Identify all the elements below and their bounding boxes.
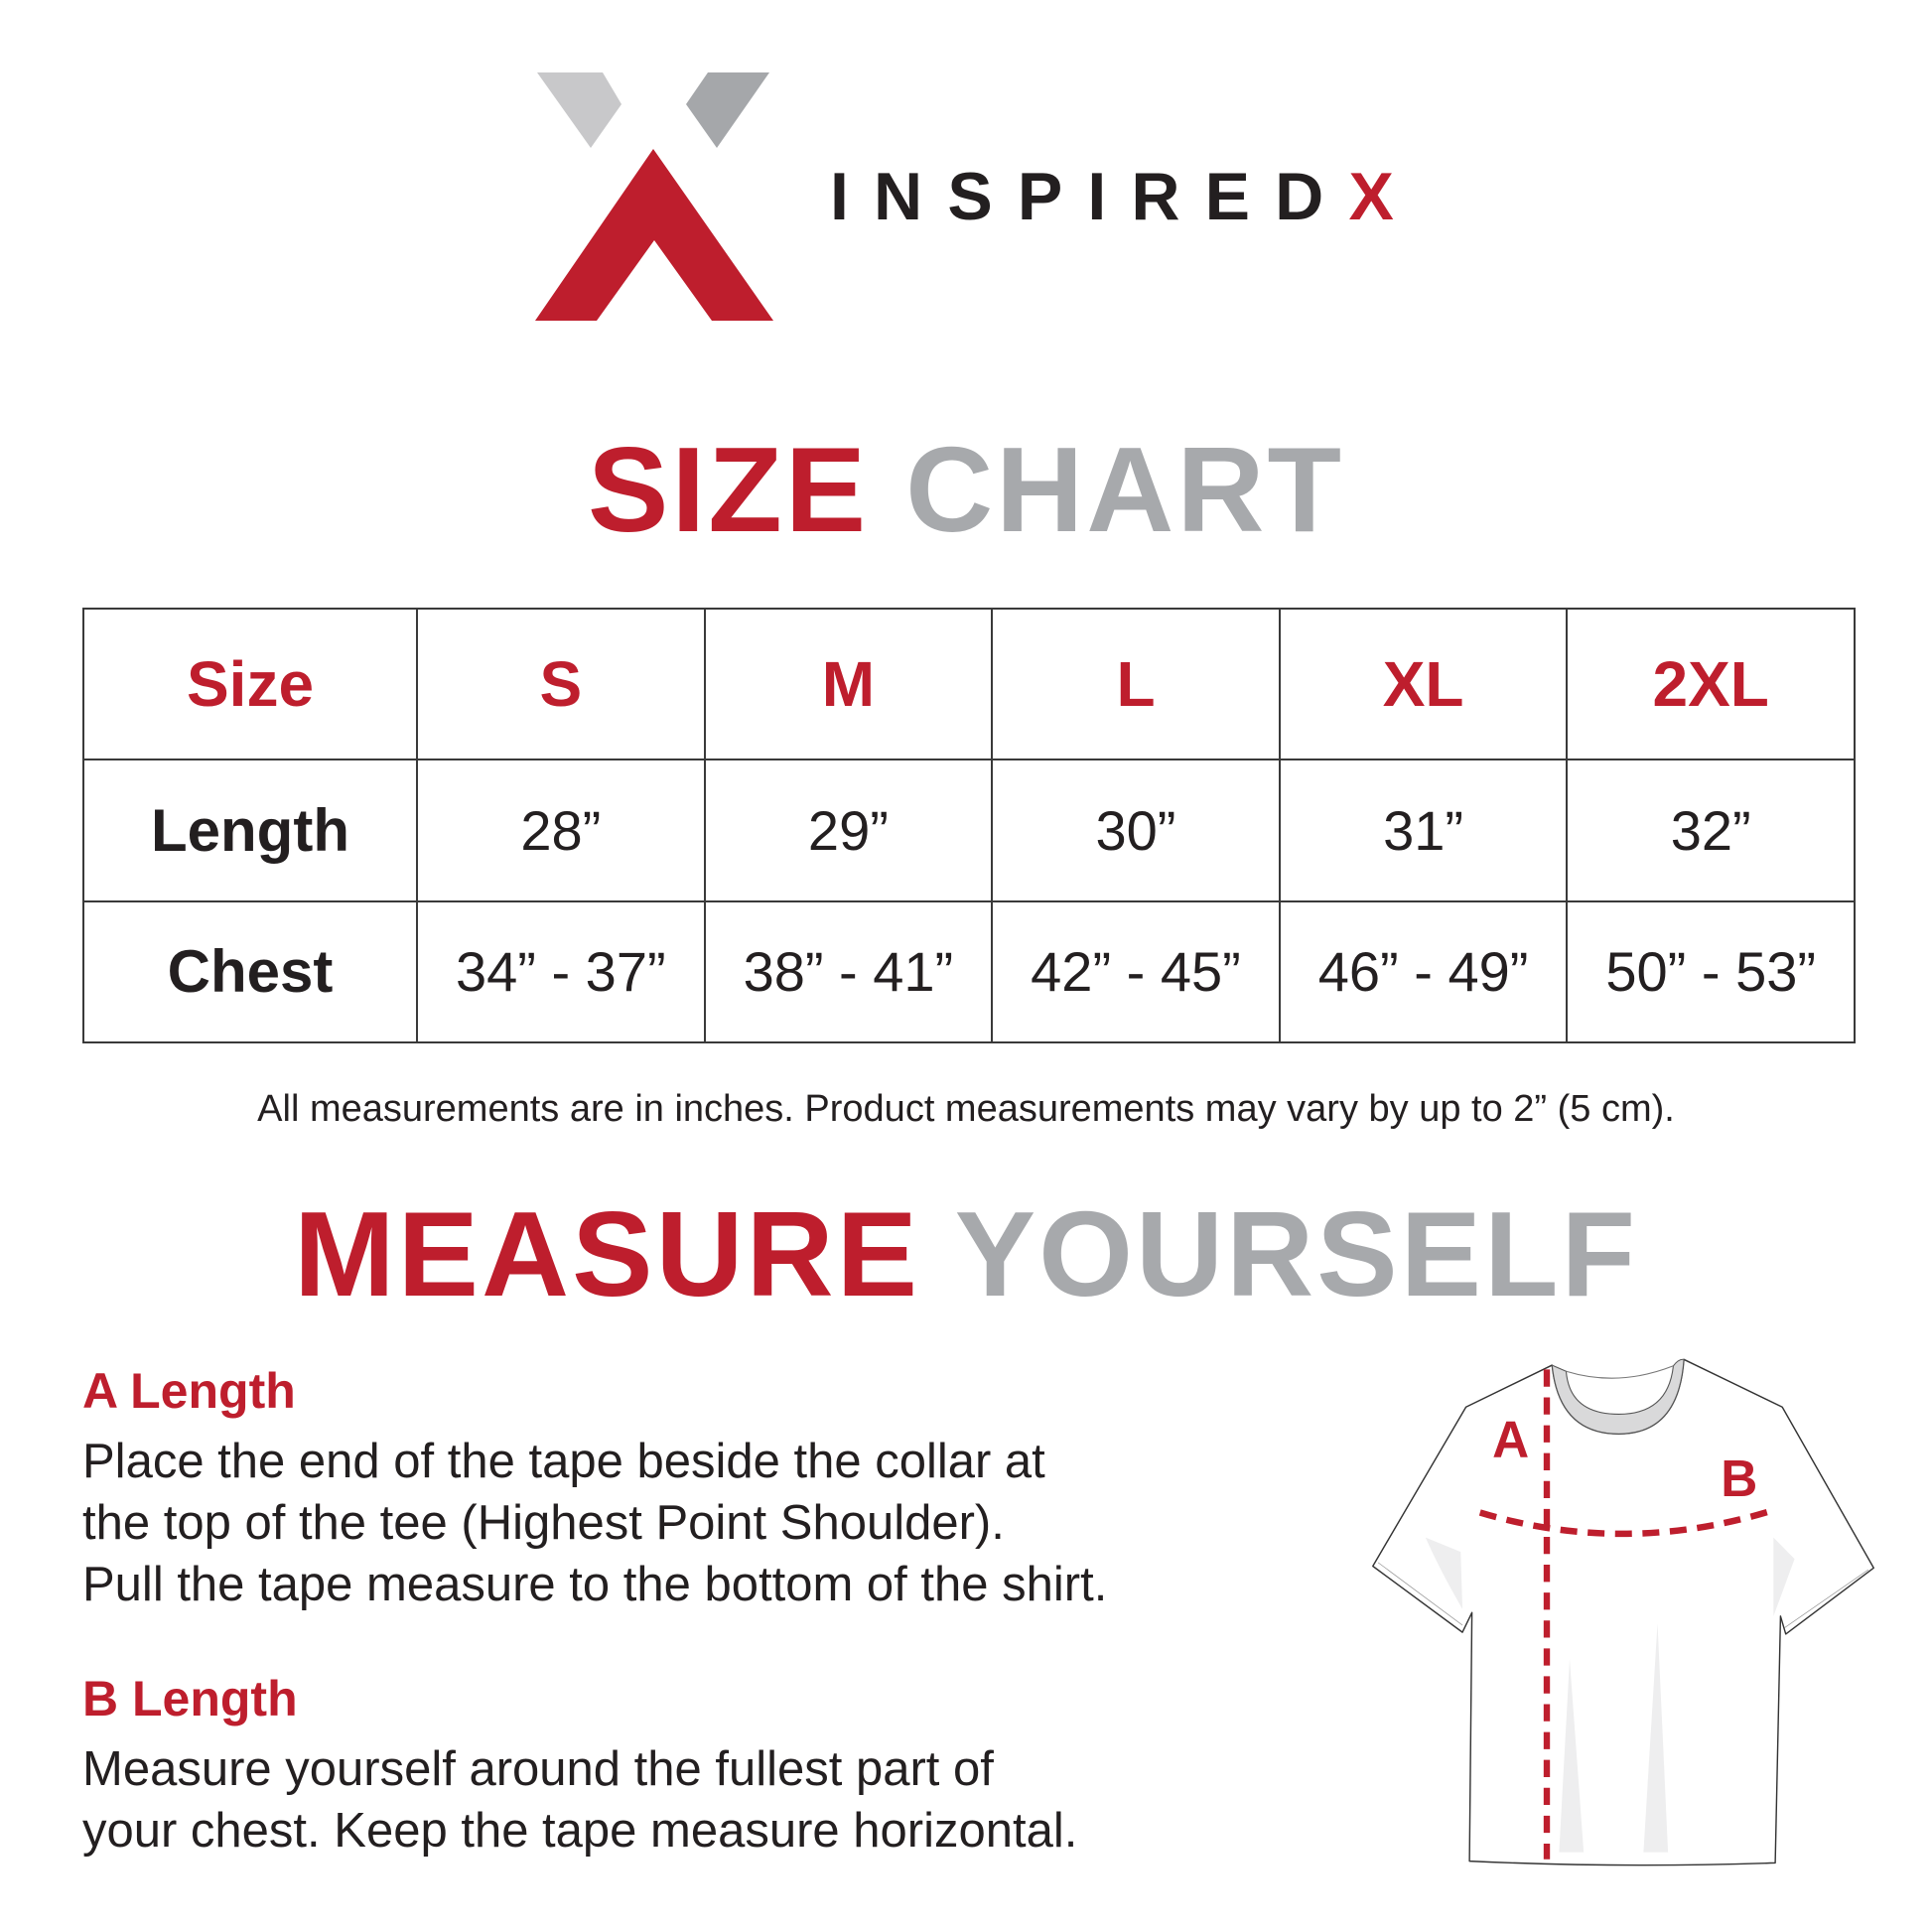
- row-label: Chest: [82, 899, 418, 1044]
- table-cell: 32”: [1566, 759, 1856, 902]
- label-b: B: [1721, 1449, 1757, 1507]
- neck-inner: [1566, 1365, 1674, 1379]
- table-cell: 29”: [703, 759, 994, 902]
- measurement-note: All measurements are in inches. Product …: [257, 1088, 1675, 1130]
- header-cell: M: [703, 607, 994, 761]
- a-length-heading: A Length: [82, 1363, 296, 1419]
- size-chart-title: SIZE CHART: [587, 422, 1345, 557]
- text-line: Place the end of the tape beside the col…: [82, 1435, 1045, 1488]
- measure-yourself-title: MEASURE YOURSELF: [293, 1186, 1639, 1321]
- table-cell: 42” - 45”: [991, 899, 1281, 1044]
- logo-grey-left: [537, 72, 621, 148]
- text-line: Pull the tape measure to the bottom of t…: [82, 1558, 1108, 1611]
- table-header-row: Size S M L XL 2XL: [82, 607, 1856, 761]
- b-length-instructions: Measure yourself around the fullest part…: [82, 1738, 1373, 1862]
- table-cell: 30”: [991, 759, 1281, 902]
- header-cell: Size: [82, 607, 418, 761]
- table-row-chest: Chest 34” - 37” 38” - 41” 42” - 45” 46” …: [82, 899, 1856, 1044]
- chest-measure-line: [1478, 1508, 1769, 1538]
- text-line: the top of the tee (Highest Point Should…: [82, 1496, 1005, 1550]
- header-cell: 2XL: [1566, 607, 1856, 761]
- header-cell: S: [416, 607, 706, 761]
- table-cell: 31”: [1278, 759, 1569, 902]
- shirt-outline: [1372, 1358, 1874, 1866]
- text-line: your chest. Keep the tape measure horizo…: [82, 1804, 1078, 1858]
- logo-grey-right: [686, 72, 769, 148]
- sleeve-hem-lines: [1377, 1562, 1869, 1628]
- a-length-instructions: Place the end of the tape beside the col…: [82, 1431, 1373, 1615]
- table-cell: 28”: [416, 759, 706, 902]
- table-cell: 38” - 41”: [703, 899, 994, 1044]
- label-a: A: [1492, 1410, 1529, 1467]
- brand-name: INSPIREDX: [830, 159, 1419, 234]
- tshirt-diagram: A B: [1372, 1358, 1874, 1866]
- header-cell: L: [991, 607, 1281, 761]
- row-label: Length: [82, 759, 418, 902]
- size-table: Size S M L XL 2XL Length 28” 29” 30” 31”…: [82, 607, 1856, 1044]
- table-row-length: Length 28” 29” 30” 31” 32”: [82, 759, 1856, 902]
- table-cell: 46” - 49”: [1278, 899, 1569, 1044]
- inspiredx-logo-mark: [535, 72, 773, 321]
- logo-red-chevron: [535, 149, 773, 321]
- header-cell: XL: [1278, 607, 1569, 761]
- collar: [1551, 1358, 1685, 1435]
- b-length-heading: B Length: [82, 1671, 298, 1726]
- table-cell: 50” - 53”: [1566, 899, 1856, 1044]
- text-line: Measure yourself around the fullest part…: [82, 1742, 994, 1796]
- table-cell: 34” - 37”: [416, 899, 706, 1044]
